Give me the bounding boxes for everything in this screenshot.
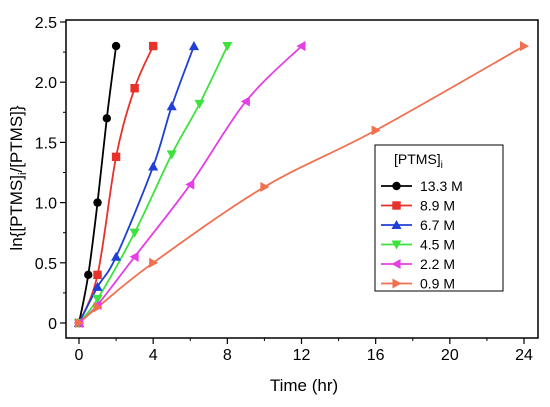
x-tick-label: 12 — [293, 347, 311, 364]
data-point-4-5 — [296, 41, 306, 52]
data-point-2-1 — [92, 281, 103, 291]
legend-label: 6.7 M — [420, 217, 455, 233]
legend-title-main: [PTMS] — [394, 151, 441, 167]
data-point-3-3 — [166, 150, 177, 160]
data-point-0-3 — [102, 114, 112, 123]
x-tick-label: 0 — [75, 347, 84, 364]
data-point-5-3 — [260, 181, 270, 192]
data-point-5-2 — [149, 257, 159, 268]
legend-label: 8.9 M — [420, 198, 455, 214]
data-point-2-2 — [111, 251, 122, 261]
legend-label: 13.3 M — [420, 178, 463, 194]
data-point-1-4 — [148, 41, 158, 51]
data-point-3-4 — [194, 99, 205, 109]
x-tick-label: 16 — [367, 347, 385, 364]
y-tick-label: 2.5 — [35, 15, 57, 32]
data-point-0-1 — [84, 270, 93, 280]
legend-items: 13.3 M 8.9 M 6.7 M 4.5 M 2.2 M 0.9 M — [381, 178, 463, 292]
series-line-0 — [78, 45, 117, 324]
data-point-2-3 — [148, 161, 159, 171]
ticks: 0 4 8 12 16 20 24 0 0.5 1.0 1.5 2.0 2.5 — [35, 15, 533, 364]
legend-swatch-marker — [391, 219, 402, 230]
y-tick-label: 0 — [48, 316, 57, 333]
legend-swatch-marker — [391, 258, 401, 270]
x-tick-label: 24 — [515, 347, 533, 364]
legend-item: 4.5 M — [381, 237, 455, 253]
data-point-5-1 — [93, 302, 103, 313]
legend-swatch-marker — [392, 278, 402, 289]
x-axis-title: Time (hr) — [270, 376, 338, 395]
data-point-1-1 — [93, 270, 102, 280]
data-point-4-2 — [129, 251, 139, 262]
legend-swatch-marker — [391, 240, 402, 250]
y-axis-title-subscript: i — [17, 173, 29, 175]
data-point-5-5 — [519, 41, 530, 52]
y-tick-label: 1.5 — [35, 135, 57, 152]
data-point-5-4 — [371, 125, 381, 136]
data-point-3-1 — [92, 294, 103, 304]
data-point-0-2 — [93, 198, 102, 207]
data-point-1-3 — [130, 84, 139, 93]
data-point-4-4 — [240, 96, 250, 107]
legend-item: 13.3 M — [381, 178, 463, 194]
legend-swatch-marker — [392, 181, 401, 191]
data-point-5-0 — [74, 317, 85, 329]
legend: [PTMS]i 13.3 M 8.9 M 6.7 M 4.5 M 2.2 M 0.9 M — [374, 144, 504, 292]
legend-item: 2.2 M — [381, 256, 455, 272]
legend-label: 0.9 M — [420, 276, 455, 292]
y-tick-label: 2.0 — [35, 75, 57, 92]
y-axis-title: ln{[PTMS]i/[PTMS]} — [7, 105, 29, 250]
legend-item: 8.9 M — [381, 198, 455, 214]
legend-title-subscript: i — [441, 160, 443, 171]
y-tick-label: 1.0 — [35, 196, 57, 213]
legend-label: 4.5 M — [420, 237, 455, 253]
y-axis-title-tail: /[PTMS]} — [7, 105, 26, 172]
legend-label: 2.2 M — [420, 256, 455, 272]
y-tick-label: 0.5 — [35, 256, 57, 273]
x-tick-label: 20 — [441, 347, 459, 364]
legend-item: 6.7 M — [381, 217, 455, 233]
x-tick-label: 4 — [149, 347, 158, 364]
data-point-0-4 — [111, 41, 121, 51]
data-point-2-4 — [166, 101, 177, 111]
data-point-3-5 — [222, 42, 233, 52]
markers-group — [73, 41, 530, 329]
legend-title: [PTMS]i — [394, 151, 443, 171]
x-tick-label: 8 — [223, 347, 232, 364]
legend-item: 0.9 M — [381, 276, 455, 292]
y-axis-title-main: ln{[PTMS] — [7, 175, 26, 251]
legend-swatch-marker — [392, 201, 401, 210]
data-point-1-2 — [111, 152, 121, 162]
data-point-3-2 — [129, 228, 140, 238]
data-point-2-5 — [188, 41, 199, 51]
data-point-4-3 — [185, 179, 195, 190]
